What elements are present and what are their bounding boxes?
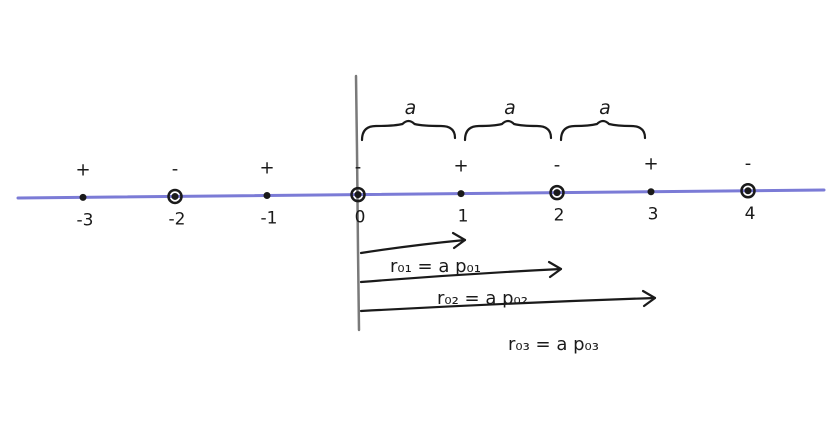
spacing-brace: a bbox=[559, 97, 647, 142]
spacing-label: a bbox=[405, 97, 417, 119]
ion-marker-circle bbox=[167, 188, 183, 205]
arrowhead-icon bbox=[641, 289, 657, 308]
charge-sign-label: - bbox=[355, 157, 362, 178]
arrowhead-icon bbox=[547, 260, 563, 279]
vector-r03: r₀₃ = a p₀₃ bbox=[359, 289, 657, 355]
position-tick-label: 0 bbox=[355, 208, 366, 228]
ion-marker-center bbox=[553, 189, 561, 197]
arrowhead-icon bbox=[451, 231, 467, 250]
vector-r01: r₀₁ = a p₀₁ bbox=[359, 231, 481, 277]
spacing-brace: a bbox=[463, 97, 553, 142]
ion-marker-dot bbox=[79, 193, 87, 201]
charge-sign-label: - bbox=[745, 153, 752, 174]
ion-site--3: + -3 bbox=[75, 159, 93, 230]
ion-site-1: +1 bbox=[453, 156, 468, 227]
vector-shaft bbox=[359, 238, 467, 255]
spacing-brace: a bbox=[360, 97, 457, 142]
ion-site-3: +3 bbox=[643, 154, 658, 225]
position-tick-label: -2 bbox=[169, 209, 186, 229]
ion-marker-circle bbox=[549, 184, 565, 201]
position-tick-label: 3 bbox=[648, 205, 659, 225]
ion-marker-center bbox=[171, 192, 179, 200]
ion-site--2: - -2 bbox=[167, 158, 186, 229]
position-tick-label: 1 bbox=[458, 207, 469, 227]
position-tick-label: -1 bbox=[261, 209, 278, 229]
number-line-axis bbox=[16, 188, 826, 200]
spacing-label: a bbox=[504, 97, 516, 119]
ion-site-0: -0 bbox=[350, 157, 366, 228]
ion-site--1: + -1 bbox=[259, 158, 277, 229]
position-tick-label: 2 bbox=[554, 206, 565, 226]
position-tick-label: 4 bbox=[745, 204, 756, 224]
brace-curve bbox=[360, 119, 457, 142]
brace-curve bbox=[463, 119, 553, 142]
spacing-label: a bbox=[599, 97, 611, 119]
charge-sign-label: + bbox=[75, 159, 90, 180]
charge-sign-label: + bbox=[259, 158, 274, 179]
ion-marker-center bbox=[354, 191, 362, 199]
charge-sign-label: + bbox=[643, 154, 658, 175]
position-tick-label: -3 bbox=[77, 210, 94, 230]
ion-site-4: -4 bbox=[740, 153, 756, 224]
ion-marker-center bbox=[744, 187, 752, 195]
vector-shaft bbox=[359, 296, 657, 313]
charge-sign-label: - bbox=[554, 155, 561, 176]
origin-vertical-line bbox=[354, 74, 361, 332]
ion-marker-dot bbox=[263, 192, 271, 200]
ion-marker-dot bbox=[457, 190, 465, 198]
ticks-layer: +-3--2+-1-0+1-2+3-4 bbox=[75, 153, 756, 230]
ion-marker-dot bbox=[647, 188, 655, 196]
vector-label: r₀₁ = a p₀₁ bbox=[390, 256, 481, 277]
charge-sign-label: + bbox=[453, 156, 468, 177]
brace-curve bbox=[559, 119, 647, 142]
ion-marker-circle bbox=[740, 183, 756, 199]
vector-label: r₀₃ = a p₀₃ bbox=[508, 334, 599, 355]
vector-shaft bbox=[359, 267, 563, 284]
charge-sign-label: - bbox=[172, 158, 179, 179]
ion-site-2: -2 bbox=[549, 155, 565, 226]
ion-marker-circle bbox=[350, 186, 366, 203]
